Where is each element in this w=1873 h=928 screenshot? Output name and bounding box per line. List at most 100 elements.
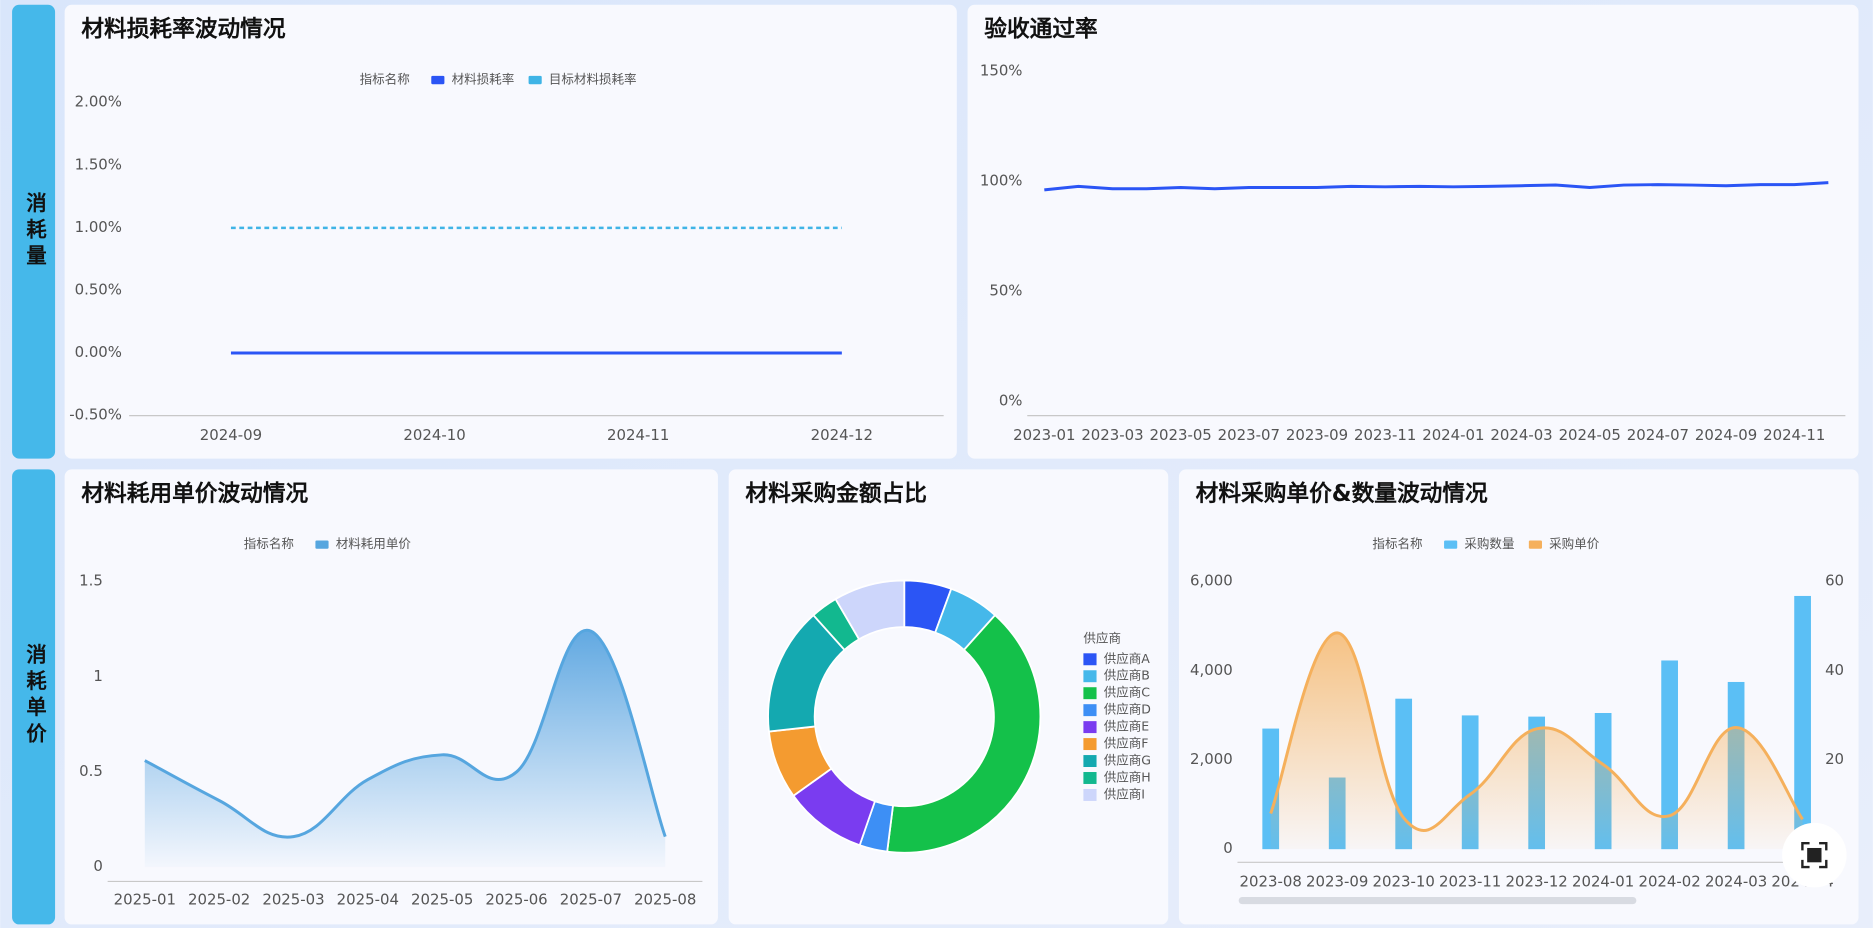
legend-label: 供应商C	[1104, 685, 1151, 700]
x-tick-label: 2024-03	[1490, 426, 1552, 444]
x-tick-label: 2025-08	[634, 891, 696, 909]
x-tick-label: 2025-03	[262, 891, 324, 909]
legend-label: 供应商E	[1104, 719, 1150, 734]
legend-label: 供应商H	[1104, 769, 1151, 784]
legend-swatch	[1083, 772, 1097, 784]
chart-title: 材料采购单价&数量波动情况	[1196, 481, 1488, 507]
panel	[967, 4, 1859, 459]
legend-label: 采购单价	[1549, 536, 1600, 551]
legend-label: 材料耗用单价	[336, 536, 412, 551]
y-tick-label: 0	[1223, 839, 1232, 857]
x-tick-label: 2023-09	[1306, 873, 1368, 891]
y2-tick-label: 60	[1825, 572, 1844, 590]
fullscreen-button[interactable]	[1782, 822, 1847, 888]
legend-swatch	[1083, 670, 1097, 683]
fullscreen-icon[interactable]	[1801, 842, 1828, 869]
y-tick-label: 0	[93, 857, 102, 875]
line	[1044, 181, 1829, 192]
x-tick-label: 2024-05	[1559, 426, 1621, 444]
y2-tick-label: 40	[1825, 661, 1844, 679]
x-tick-label: 2024-01	[1572, 873, 1634, 891]
legend-label: 供应商A	[1104, 651, 1151, 666]
chart-title: 材料采购金额占比	[745, 480, 927, 507]
x-tick-label: 2024-10	[403, 426, 465, 444]
x-tick-label: 2023-11	[1439, 873, 1501, 891]
x-tick-label: 2025-07	[560, 891, 622, 909]
x-tick-label: 2023-01	[1013, 426, 1075, 444]
panel	[1178, 469, 1859, 925]
y-tick-label: 1.50%	[75, 155, 122, 173]
legend-swatch	[1444, 540, 1458, 549]
x-tick-label: 2023-05	[1150, 426, 1212, 444]
x-tick-label: 2024-03	[1705, 873, 1767, 891]
y-tick-label: 50%	[989, 281, 1022, 299]
x-tick-label: 2025-01	[114, 891, 176, 909]
x-tick-label: 2024-09	[200, 426, 262, 444]
donut-slice	[834, 579, 906, 641]
legend-swatch	[1083, 687, 1097, 700]
donut-slice	[886, 613, 1042, 854]
y-tick-label: 6,000	[1190, 572, 1233, 590]
area	[144, 630, 666, 868]
legend-title: 指标名称	[360, 72, 410, 87]
x-tick-label: 2025-02	[188, 891, 250, 909]
x-tick-label: 2025-04	[337, 891, 399, 909]
line	[1269, 631, 1804, 832]
y-tick-label: 0.5	[79, 762, 103, 780]
legend-label: 供应商B	[1104, 668, 1150, 683]
legend-swatch	[1083, 755, 1097, 768]
bar	[1661, 660, 1678, 850]
chart-title: 材料损耗率波动情况	[81, 15, 285, 42]
x-tick-label: 2023-08	[1240, 873, 1302, 891]
chart-title: 材料耗用单价波动情况	[81, 481, 308, 507]
x-tick-label: 2024-09	[1695, 426, 1757, 444]
legend-label: 采购数量	[1464, 536, 1514, 551]
x-tick-label: 2023-07	[1218, 426, 1280, 444]
x-tick-label: 2023-10	[1373, 873, 1435, 891]
legend-swatch	[1083, 738, 1097, 751]
x-tick-label: 2023-09	[1286, 426, 1348, 444]
x-tick-label: 2023-11	[1354, 426, 1416, 444]
legend-swatch	[528, 75, 542, 85]
y-tick-label: 150%	[980, 62, 1023, 80]
y-tick-label: 4,000	[1190, 661, 1233, 679]
scrollbar[interactable]	[1238, 896, 1637, 905]
legend-title: 指标名称	[1372, 536, 1422, 551]
y-tick-label: 100%	[980, 172, 1023, 190]
x-tick-label: 2024-11	[1763, 426, 1825, 444]
legend-label: 材料损耗率	[452, 72, 515, 87]
legend-swatch	[1083, 721, 1097, 734]
legend-label: 供应商I	[1104, 786, 1145, 801]
x-tick-label: 2025-05	[411, 891, 473, 909]
legend-swatch	[1083, 704, 1097, 717]
legend-swatch	[1083, 788, 1097, 801]
y-tick-label: 1	[93, 667, 102, 685]
legend-swatch	[1083, 653, 1097, 666]
bar	[1794, 595, 1811, 850]
area	[1270, 632, 1803, 850]
x-tick-label: 2023-12	[1506, 873, 1568, 891]
legend-label: 供应商G	[1104, 753, 1151, 768]
fullscreen-icon[interactable]	[1807, 847, 1822, 863]
x-tick-label: 2024-11	[607, 426, 669, 444]
x-tick-label: 2024-02	[1638, 873, 1700, 891]
y-tick-label: 0.00%	[75, 343, 122, 361]
panel	[64, 4, 957, 459]
legend-swatch	[315, 540, 329, 549]
x-tick-label: 2024-12	[811, 426, 873, 444]
y-tick-label: 0.50%	[75, 280, 122, 298]
y-tick-label: 1.5	[79, 572, 103, 590]
x-tick-label: 2025-06	[485, 891, 547, 909]
section-label: 消耗量	[23, 191, 47, 271]
section-label: 消耗单价	[23, 643, 47, 749]
y-tick-label: 0%	[999, 391, 1023, 409]
x-tick-label: 2024-07	[1627, 426, 1689, 444]
legend-label: 供应商D	[1104, 702, 1151, 717]
x-tick-label: 2024-01	[1422, 426, 1484, 444]
line	[144, 628, 667, 839]
legend-swatch	[1528, 540, 1542, 549]
x-tick-label: 2023-03	[1081, 426, 1143, 444]
y-tick-label: 2.00%	[75, 93, 122, 111]
